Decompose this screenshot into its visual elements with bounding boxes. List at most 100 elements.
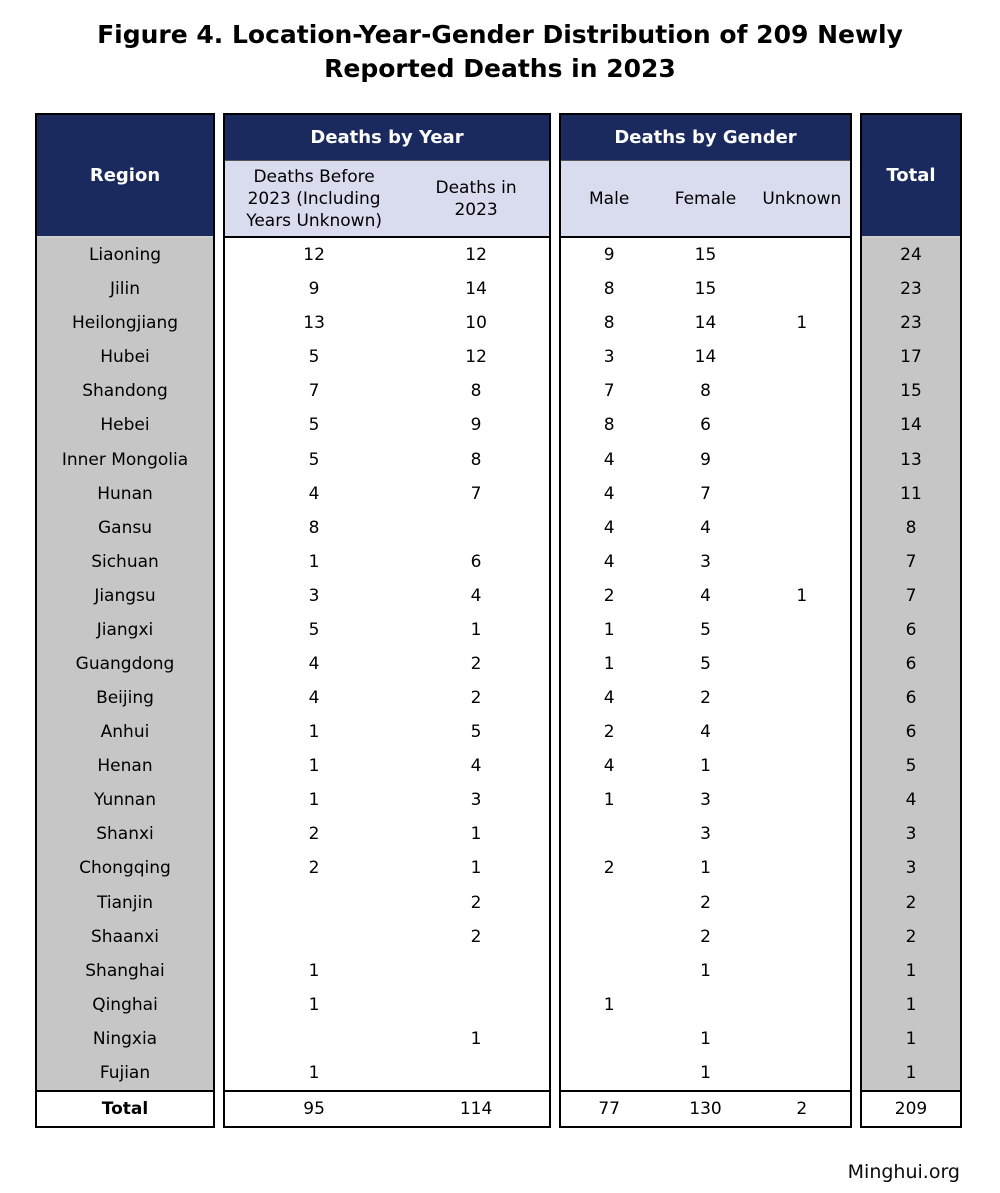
female-cell: 2	[700, 926, 711, 947]
deaths-in-2023-cell: 5	[470, 722, 482, 743]
deaths-before-2023-cell: 1	[308, 756, 320, 777]
region-name-cell: Jilin	[37, 272, 213, 307]
region-name-cell: Sichuan	[37, 544, 213, 579]
deaths-before-2023-cell: 1	[308, 1062, 320, 1083]
region-name-cell: Shandong	[37, 374, 213, 409]
female-cell: 15	[694, 279, 717, 300]
male-cell: 2	[603, 858, 615, 879]
deaths-before-2023-cell: 1	[308, 551, 320, 572]
region-column-body: Liaoning Jilin Heilongjiang Hubei Shandong He…	[37, 238, 213, 1090]
deaths-before-2023-cell: 3	[308, 585, 320, 606]
unknown-cell	[754, 681, 850, 715]
deaths-by-gender-subheader: Male Female Unknown	[561, 161, 850, 238]
unknown-cell	[754, 272, 850, 306]
row-total-cell: 6	[862, 715, 960, 750]
table-row-gender: 1	[561, 1056, 850, 1090]
region-name-cell: Beijing	[37, 681, 213, 716]
deaths-by-year-body: 12 12 9 14 13 10 5 12 7 8 5 9 5 8 4 7 8 1 6 3 4 5 1 4 2 4 2 1 5 1 4 1 3 2…	[225, 238, 549, 1090]
row-total-cell: 14	[862, 408, 960, 443]
female-cell: 1	[700, 960, 711, 981]
region-name-cell: Henan	[37, 749, 213, 784]
deaths-before-2023-cell: 1	[308, 722, 320, 743]
deaths-in-2023-cell: 2	[470, 926, 482, 947]
deaths-before-2023-cell	[225, 920, 403, 954]
figure-title: Figure 4. Location-Year-Gender Distribut…	[0, 0, 1000, 86]
table-row-year: 2	[225, 920, 549, 954]
total-column-body: 24 23 23 17 15 14 13 11 8 7 7 6 6 6 6 5 4 3 3 2 2 1 1 1 1	[862, 238, 960, 1090]
row-total-cell: 1	[862, 1055, 960, 1090]
female-cell: 1	[700, 1062, 711, 1083]
deaths-by-year-header: Deaths by Year	[225, 115, 549, 161]
grand-total: 209	[894, 1099, 928, 1119]
row-total-cell: 7	[862, 578, 960, 613]
unknown-cell: 1	[796, 585, 808, 606]
table-row-year: 1	[225, 1022, 549, 1056]
region-name-cell: Qinghai	[37, 987, 213, 1022]
deaths-before-2023-cell: 13	[303, 313, 325, 334]
male-cell	[561, 920, 657, 954]
deaths-in-2023-cell: 1	[470, 858, 482, 879]
unknown-cell	[754, 954, 850, 988]
row-total-cell: 13	[862, 442, 960, 477]
male-cell: 9	[603, 245, 615, 266]
male-cell: 4	[603, 449, 615, 470]
deaths-in-2023-cell: 1	[470, 824, 482, 845]
region-name-cell: Hebei	[37, 408, 213, 443]
table-row-year: 13 10	[225, 306, 549, 340]
male-cell: 8	[603, 313, 615, 334]
unknown-cell	[754, 988, 850, 1022]
deaths-before-2023-cell: 5	[308, 449, 320, 470]
row-total-cell: 6	[862, 612, 960, 647]
brand-attribution: Minghui.org	[847, 1161, 960, 1183]
table-row-gender: 2	[561, 920, 850, 954]
table-row-year: 1	[225, 1056, 549, 1090]
region-name-cell: Ningxia	[37, 1021, 213, 1056]
total-deaths-before-2023: 95	[303, 1099, 325, 1119]
unknown-cell	[754, 511, 850, 545]
total-unknown: 2	[796, 1099, 808, 1119]
row-total-cell: 23	[862, 272, 960, 307]
male-cell: 4	[603, 517, 615, 538]
figure-title-line2: Reported Deaths in 2023	[324, 54, 676, 83]
male-cell	[561, 1056, 657, 1090]
deaths-in-2023-cell	[403, 954, 549, 988]
table-row-year: 1	[225, 988, 549, 1022]
female-cell: 3	[700, 551, 711, 572]
male-cell: 4	[603, 756, 615, 777]
deaths-in-2023-cell: 8	[470, 381, 482, 402]
deaths-before-2023-cell: 12	[303, 245, 325, 266]
deaths-before-2023-cell: 1	[308, 994, 320, 1015]
row-total-cell: 5	[862, 749, 960, 784]
total-row-label: Total	[101, 1099, 149, 1119]
male-cell: 2	[603, 722, 615, 743]
female-cell: 14	[694, 313, 717, 334]
table-row-year: 8	[225, 511, 549, 545]
female-cell: 5	[700, 653, 711, 674]
deaths-in-2023-cell: 12	[465, 245, 487, 266]
table-row-gender: 2	[561, 885, 850, 919]
total-row-grand: 209	[862, 1090, 960, 1126]
deaths-in-2023-cell: 10	[465, 313, 487, 334]
total-row-region: Total	[37, 1090, 213, 1126]
row-total-cell: 4	[862, 783, 960, 818]
female-column-header: Female	[674, 188, 737, 209]
female-cell	[657, 988, 753, 1022]
female-cell: 14	[694, 347, 717, 368]
female-cell: 4	[700, 722, 711, 743]
table-row-gender: 3 14	[561, 340, 850, 374]
female-cell: 9	[700, 449, 711, 470]
row-total-cell: 24	[862, 238, 960, 273]
row-total-cell: 17	[862, 340, 960, 375]
